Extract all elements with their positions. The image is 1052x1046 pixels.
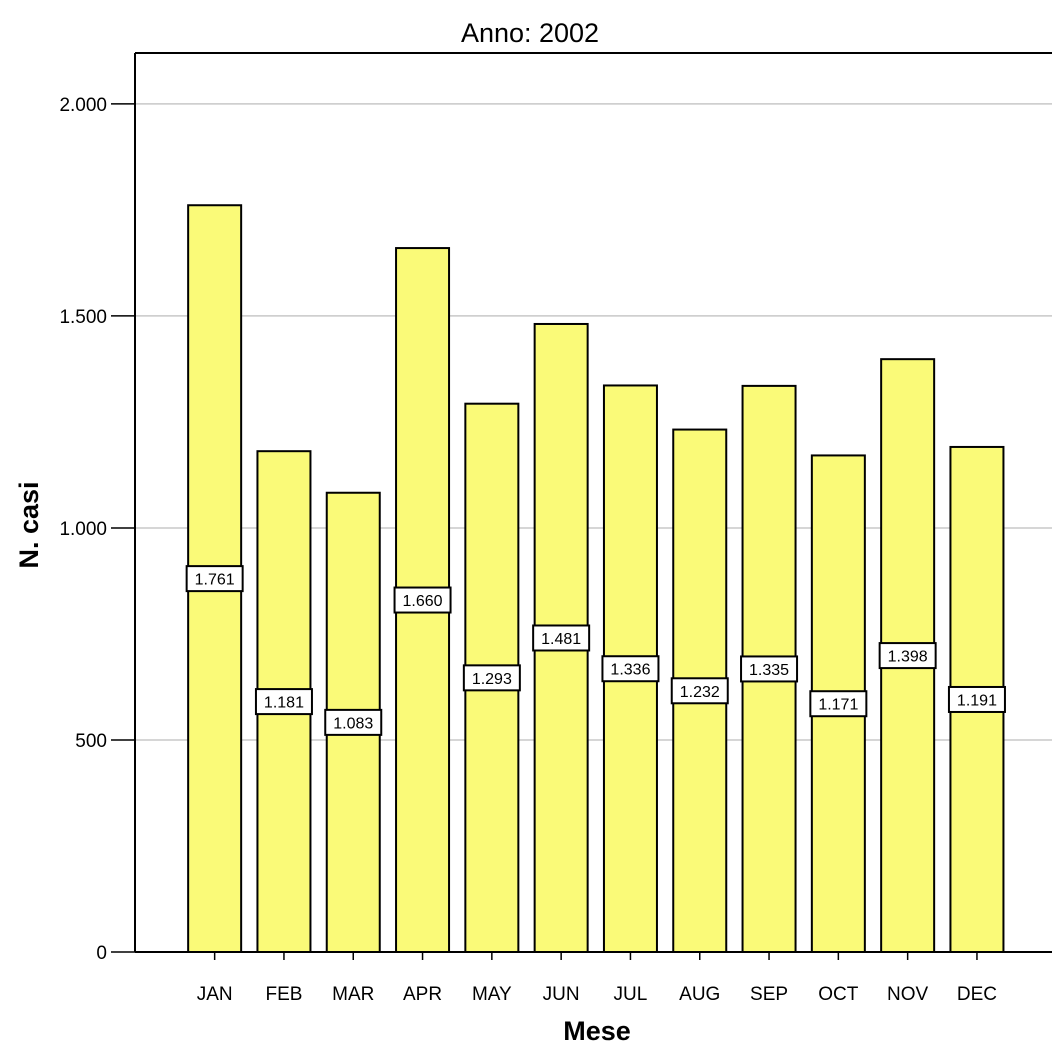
- x-tick-label: AUG: [679, 984, 720, 1005]
- data-label-text: 1.761: [195, 572, 235, 589]
- data-label-sep: 1.335: [740, 655, 799, 683]
- data-label-box: [462, 664, 521, 692]
- x-tick-label: DEC: [957, 984, 997, 1005]
- data-label-text: 1.293: [472, 671, 512, 688]
- x-tick-label: JAN: [197, 984, 233, 1005]
- data-label-box: [393, 586, 452, 614]
- data-label-box: [809, 690, 868, 718]
- data-label-jul: 1.336: [601, 655, 660, 683]
- y-axis-label: N. casi: [14, 481, 44, 568]
- data-label-box: [601, 655, 660, 683]
- data-label-text: 1.232: [680, 684, 720, 701]
- x-tick-label: OCT: [818, 984, 859, 1005]
- data-label-may: 1.293: [462, 664, 521, 692]
- x-tick-label: NOV: [887, 984, 929, 1005]
- data-label-box: [947, 685, 1006, 713]
- data-label-text: 1.171: [818, 697, 858, 714]
- data-label-box: [740, 655, 799, 683]
- x-axis-label: Mese: [563, 1016, 631, 1046]
- data-label-mar: 1.083: [324, 708, 383, 736]
- data-label-text: 1.083: [333, 715, 373, 732]
- data-labels: 1.761 1.181 1.083 1.660 1.293 1.481 1.336 1.232…: [185, 565, 1006, 736]
- data-label-text: 1.660: [403, 593, 443, 610]
- data-label-box: [324, 708, 383, 736]
- data-label-aug: 1.232: [670, 677, 729, 705]
- y-tick-label: 500: [75, 731, 107, 752]
- data-label-jun: 1.481: [532, 624, 591, 652]
- tick-labels: 0 500 1.000 1.500 2.000 JAN FEB MAR APR MAY JUN JUL…: [59, 95, 997, 1005]
- data-label-apr: 1.660: [393, 586, 452, 614]
- y-tick-label: 2.000: [59, 95, 107, 116]
- x-tick-label: MAR: [332, 984, 374, 1005]
- data-label-box: [532, 624, 591, 652]
- data-label-box: [670, 677, 729, 705]
- data-label-text: 1.335: [749, 662, 789, 679]
- x-tick-label: SEP: [750, 984, 788, 1005]
- data-label-text: 1.398: [888, 649, 928, 666]
- data-label-text: 1.191: [957, 692, 997, 709]
- data-label-text: 1.481: [541, 631, 581, 648]
- data-label-jan: 1.761: [185, 565, 244, 593]
- axes: [111, 52, 1052, 960]
- data-label-box: [878, 642, 937, 670]
- y-tick-label: 1.500: [59, 307, 107, 328]
- x-tick-label: APR: [403, 984, 442, 1005]
- data-label-text: 1.336: [610, 662, 650, 679]
- data-label-nov: 1.398: [878, 642, 937, 670]
- data-label-box: [254, 688, 313, 716]
- x-tick-label: FEB: [265, 984, 302, 1005]
- bars: [187, 204, 1005, 953]
- data-label-feb: 1.181: [254, 688, 313, 716]
- data-label-box: [185, 565, 244, 593]
- data-label-dec: 1.191: [947, 685, 1006, 713]
- y-tick-label: 0: [96, 943, 107, 964]
- data-label-oct: 1.171: [809, 690, 868, 718]
- data-label-text: 1.181: [264, 695, 304, 712]
- chart-title: Anno: 2002: [461, 18, 599, 48]
- x-tick-label: MAY: [472, 984, 512, 1005]
- x-tick-label: JUN: [543, 984, 580, 1005]
- x-tick-label: JUL: [614, 984, 648, 1005]
- y-tick-label: 1.000: [59, 519, 107, 540]
